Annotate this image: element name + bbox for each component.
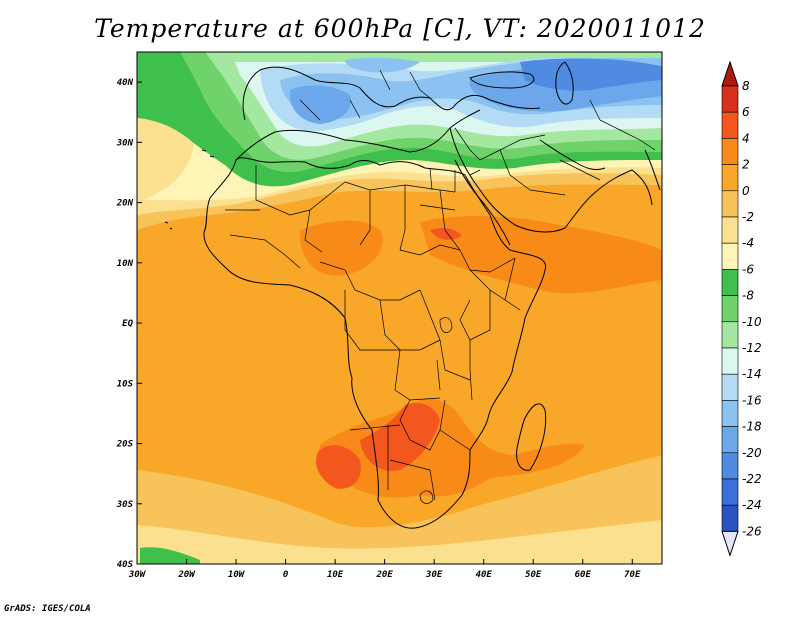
coastlines [164,61,661,529]
lon-axis: 30W 20W 10W 0 10E 20E 30E 40E 50E 60E 70E [128,559,641,580]
mediterranean-coast [235,109,481,161]
colorbar: 8 6 4 2 0 -2 -4 -6 -8 -10 -12 -14 -16 -18 -20 -22 -24 -26 [721,60,762,557]
lat-tick-label: 20N [116,199,134,209]
lat-tick-label: 10S [117,379,134,389]
colorbar-label: -18 [742,420,762,434]
colorbar-under-triangle [721,530,739,557]
colorbar-swatch [721,373,739,401]
colorbar-swatch [721,504,739,532]
lat-axis: 40N 30N 20N 10N EQ 10S 20S 30S 40S [116,78,142,570]
field-south-hot [360,403,440,471]
colorbar-label: 2 [742,158,750,172]
africa-coastline [203,157,547,529]
field-blue-west [289,85,351,124]
lon-tick-label: 10E [327,570,344,580]
lon-tick-label: 60E [575,570,592,580]
canary-islands [201,149,215,158]
europe-coast [242,66,541,121]
lat-tick-label: 40N [117,78,134,88]
caspian-coast [555,61,574,105]
colorbar-label: -24 [742,498,762,512]
plot-frame [136,51,663,565]
colorbar-swatch [721,478,739,506]
border-set-1 [225,165,491,301]
field-east-warm [420,216,662,294]
colorbar-label: -26 [742,524,762,538]
madagascar-coastline [516,403,547,471]
colorbar-label: -12 [742,341,762,355]
lon-tick-label: 10W [228,570,246,580]
red-sea-coast [454,159,511,246]
colorbar-label: -22 [742,472,762,486]
lon-tick-label: 20E [376,570,394,580]
colorbar-swatch [721,85,739,113]
colorbar-swatch [721,321,739,349]
colorbar-label: -14 [742,367,762,381]
colorbar-swatch [721,216,739,244]
colorbar-swatch [721,400,739,427]
lon-tick-label: 30E [425,570,443,580]
black-sea-coast [469,71,535,89]
grads-credit: GrADS: IGES/COLA [4,604,91,614]
temperature-field [137,52,662,564]
map-title: Temperature at 600hPa [C], VT: 202001101… [94,14,706,43]
lat-tick-label: EQ [122,319,133,329]
colorbar-label: -6 [742,262,754,276]
colorbar-label: -8 [742,289,754,303]
lon-tick-label: 40E [476,570,493,580]
lon-tick-label: 0 [283,570,289,580]
colorbar-swatch [721,295,739,323]
border-set-2 [344,289,471,501]
colorbar-swatch [721,111,739,139]
lakes [436,317,473,401]
persian-gulf [539,139,606,171]
field-south-hot-2 [315,445,361,489]
lon-tick-label: 50E [525,570,542,580]
lon-tick-label: 70E [624,570,641,580]
colorbar-label: -4 [742,236,754,250]
lon-tick-label: 30W [128,570,147,580]
india-coast [644,149,661,191]
colorbar-label: -16 [742,393,762,407]
colorbar-swatch [721,426,739,454]
colorbar-label: 0 [742,184,750,198]
field-sw-green [140,547,200,564]
lon-tick-label: 20W [177,570,196,580]
field-blue-north [345,57,420,73]
colorbar-swatch [721,190,739,218]
field-south-cool [137,520,662,564]
lat-tick-label: 40S [117,560,134,570]
colorbar-swatch [721,138,739,165]
colorbar-label: -2 [742,210,754,224]
lat-tick-label: 30S [116,500,134,510]
lat-tick-label: 10N [117,259,134,269]
colorbar-label: -10 [742,315,762,329]
colorbar-swatch [721,347,739,375]
cape-verde [164,221,173,230]
lat-tick-label: 30N [116,138,134,148]
colorbar-label: 6 [742,105,750,119]
country-borders [225,69,656,504]
border-set-3 [419,167,521,370]
colorbar-swatch [721,452,739,480]
south-africa-lesotho [419,490,434,504]
colorbar-swatch [721,242,739,270]
field-east-hot [430,228,462,240]
colorbar-label: 8 [742,79,750,93]
colorbar-swatch [721,269,739,296]
colorbar-label: -20 [742,446,762,460]
colorbar-label: 4 [742,131,750,145]
field-south-warm [319,398,585,498]
colorbar-swatch [721,164,739,192]
colorbar-over-triangle [721,60,739,87]
arabia-coast [449,127,653,233]
lat-tick-label: 20S [116,440,134,450]
border-set-4 [299,69,656,196]
